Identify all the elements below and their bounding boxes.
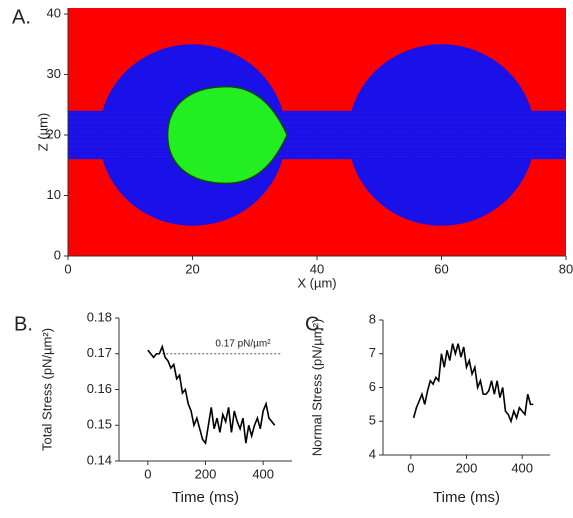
panel-label: C. (305, 313, 325, 335)
y-axis-label: Total Stress (pN/µm²) (39, 328, 54, 451)
y-tick-label: 0 (54, 247, 61, 262)
x-tick-label: 0 (64, 261, 71, 276)
y-tick-label: 20 (47, 126, 61, 141)
data-line (147, 344, 276, 446)
droplet (166, 85, 288, 185)
annotation: 0.17 pN/µm² (215, 338, 271, 349)
y-tick-label: 8 (369, 311, 376, 326)
y-tick-label: 0.14 (87, 452, 112, 467)
x-tick-label: 0 (407, 460, 414, 475)
x-tick-label: 80 (559, 261, 573, 276)
x-tick-label: 40 (310, 261, 324, 276)
y-tick-label: 30 (47, 66, 61, 81)
panel-label: A. (12, 6, 31, 28)
y-tick-label: 40 (47, 5, 61, 20)
x-tick-label: 400 (252, 466, 274, 481)
x-tick-label: 400 (511, 460, 533, 475)
y-axis-label: Normal Stress (pN/µm²) (309, 319, 324, 457)
chamber (348, 44, 535, 226)
x-tick-label: 20 (185, 261, 199, 276)
y-tick-label: 0.17 (87, 345, 112, 360)
x-tick-label: 200 (195, 466, 217, 481)
panel-label: B. (14, 313, 33, 335)
y-tick-label: 7 (369, 345, 376, 360)
y-tick-label: 0.15 (87, 417, 112, 432)
y-tick-label: 4 (369, 446, 376, 461)
y-tick-label: 6 (369, 379, 376, 394)
x-axis-label: X (µm) (297, 275, 336, 290)
y-tick-label: 10 (47, 187, 61, 202)
x-tick-label: 0 (144, 466, 151, 481)
x-tick-label: 200 (456, 460, 478, 475)
x-tick-label: 60 (434, 261, 448, 276)
y-axis-label: Z (µm) (35, 113, 50, 152)
y-tick-label: 0.16 (87, 381, 112, 396)
y-tick-label: 5 (369, 413, 376, 428)
data-line (412, 343, 534, 424)
x-axis-label: Time (ms) (433, 489, 500, 506)
y-tick-label: 0.18 (87, 309, 112, 324)
x-axis-label: Time (ms) (172, 489, 239, 506)
